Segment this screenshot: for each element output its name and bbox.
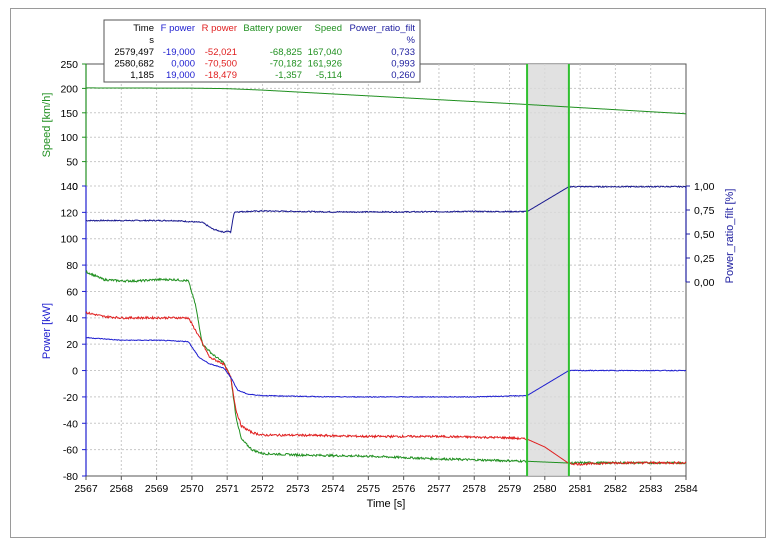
series-speed-line — [86, 87, 687, 115]
cursor-table-cell: -1,357 — [275, 70, 302, 81]
ratio-tick-label: 0,50 — [694, 229, 715, 241]
series-f-power-line — [85, 336, 687, 398]
x-tick-label: 2567 — [74, 483, 98, 495]
ratio-tick-label: 0,25 — [694, 253, 715, 265]
cursor-table-cell: -5,114 — [316, 70, 342, 81]
power-tick-label: -80 — [63, 471, 78, 483]
cursor-table-cell: 167,040 — [308, 47, 342, 58]
power-tick-label: -20 — [63, 392, 78, 404]
x-tick-label: 2582 — [604, 483, 628, 495]
cursor-table-cell: -18,479 — [205, 70, 237, 81]
x-tick-label: 2573 — [286, 483, 310, 495]
cursor-table-header: Battery power — [243, 23, 302, 34]
ratio-tick-label: 0,00 — [694, 277, 715, 289]
cursor-table-cell: -70,500 — [205, 59, 237, 70]
speed-axis-title: Speed [km/h] — [41, 93, 53, 158]
x-tick-label: 2568 — [110, 483, 134, 495]
cursor-table-unit: % — [407, 35, 416, 46]
speed-tick-label: 100 — [60, 132, 78, 144]
ratio-tick-label: 0,75 — [694, 205, 715, 217]
power-tick-label: 60 — [66, 286, 78, 298]
power-tick-label: -60 — [63, 445, 78, 457]
power-tick-label: 80 — [66, 260, 78, 272]
x-tick-label: 2579 — [498, 483, 522, 495]
speed-tick-label: 150 — [60, 108, 78, 120]
speed-tick-label: 0 — [72, 181, 78, 193]
speed-tick-label: 250 — [60, 59, 78, 71]
cursor-table: Time F power R power Battery power Speed Powe… — [103, 19, 421, 83]
x-tick-label: 2576 — [392, 483, 416, 495]
cursor-table-cell: -68,825 — [270, 47, 302, 58]
x-tick-label: 2574 — [321, 483, 345, 495]
x-tick-label: 2578 — [463, 483, 487, 495]
x-tick-label: 2575 — [357, 483, 381, 495]
x-tick-label: 2571 — [215, 483, 239, 495]
power-tick-label: 140 — [60, 181, 78, 193]
cursor-table-header: F power — [161, 23, 195, 34]
cursor-table-cell: 19,000 — [166, 70, 195, 81]
speed-tick-label: 50 — [66, 157, 78, 169]
speed-tick-label: 200 — [60, 83, 78, 95]
cursor-table-cell: 0,993 — [391, 59, 415, 70]
power-tick-label: 0 — [72, 366, 78, 378]
power-tick-label: 100 — [60, 234, 78, 246]
series-battery-power-line — [85, 269, 687, 466]
power-tick-label: 20 — [66, 339, 78, 351]
cursor-table-cell: 0,260 — [391, 70, 415, 81]
grid — [86, 64, 686, 476]
x-tick-label: 2570 — [180, 483, 204, 495]
plot-frame — [85, 63, 687, 477]
x-axis-label: Time [s] — [367, 498, 406, 510]
power-tick-label: 40 — [66, 313, 78, 325]
power-tick-label: -40 — [63, 418, 78, 430]
series-power-ratio-line — [85, 185, 687, 234]
ratio-axis-title: Power_ratio_filt [%] — [724, 189, 736, 284]
x-tick-label: 2572 — [251, 483, 275, 495]
cursor-table-cell: 161,926 — [308, 59, 342, 70]
power-tick-label: 120 — [60, 207, 78, 219]
cursor-table-unit: s — [149, 35, 154, 46]
cursor-table-cell: -19,000 — [163, 47, 195, 58]
cursor-region — [527, 64, 569, 476]
series-r-power-line — [85, 311, 687, 466]
cursor-table-cell: 1,185 — [130, 70, 154, 81]
cursor-table-header: Power_ratio_filt — [350, 23, 416, 34]
cursor-table-cell: 0,000 — [171, 59, 195, 70]
power-axis-title: Power [kW] — [41, 303, 53, 359]
cursor-table-header: R power — [202, 23, 237, 34]
cursor-table-cell: 2579,497 — [114, 47, 154, 58]
x-tick-label: 2584 — [674, 483, 698, 495]
cursor-table-cell: 0,733 — [391, 47, 415, 58]
x-tick-label: 2577 — [427, 483, 451, 495]
cursor-table-cell: -70,182 — [270, 59, 302, 70]
x-tick-label: 2581 — [568, 483, 592, 495]
x-tick-label: 2580 — [533, 483, 557, 495]
cursor-table-header: Time — [133, 23, 154, 34]
cursor-table-cell: -52,021 — [205, 47, 237, 58]
cursor-table-cell: 2580,682 — [114, 59, 154, 70]
x-tick-label: 2583 — [639, 483, 663, 495]
cursor-table-header: Speed — [315, 23, 342, 34]
cursor-table-box — [103, 19, 421, 83]
ratio-tick-label: 1,00 — [694, 181, 715, 193]
x-tick-label: 2569 — [145, 483, 169, 495]
